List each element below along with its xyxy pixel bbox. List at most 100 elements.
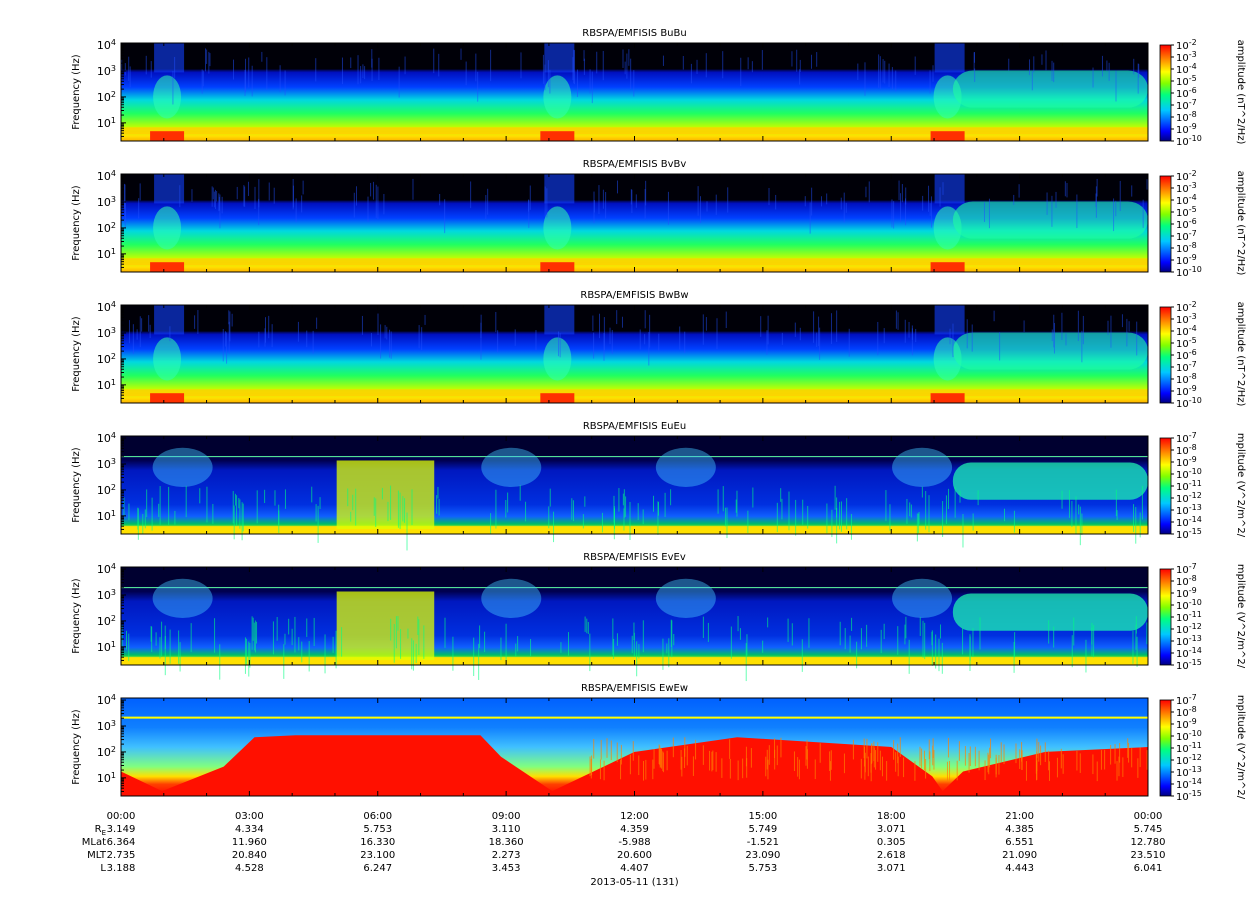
colorbar-tick-label: 10-12 [1176,622,1202,636]
spectrogram-feature [154,174,185,204]
y-tick-label: 103 [97,457,116,471]
ephemeris-value: 12.780 [1131,837,1166,848]
ephemeris-value: 4.385 [1005,824,1034,835]
colorbar-tick-label: 10-14 [1176,646,1202,660]
spectrogram-panel-2: RBSPA/EMFISIS BvBv Frequency (Hz) 101 102 10… [71,159,1246,279]
colorbar-tick-label: 10-14 [1176,515,1202,529]
colorbar-tick-label: 10-9 [1176,384,1197,398]
x-tick-label: 18:00 [877,811,906,822]
colorbar-tick-label: 10-8 [1176,443,1197,457]
ephemeris-value: 2.618 [877,850,906,861]
colorbar-tick-label: 10-7 [1176,431,1197,445]
y-axis-label: Frequency (Hz) [71,185,82,261]
x-tick-label: 12:00 [620,811,649,822]
spectrogram-feature [543,337,572,381]
colorbar-tick-label: 10-5 [1176,205,1197,219]
ephemeris-value: 6.551 [1005,837,1034,848]
ephemeris-value: 6.247 [363,863,392,874]
spectrogram-feature [540,393,575,403]
spectrogram-feature [150,262,185,272]
colorbar-tick-label: 10-5 [1176,336,1197,350]
spectrogram-feature [952,332,1148,370]
colorbar-tick-label: 10-9 [1176,253,1197,267]
ephemeris-value: 16.330 [360,837,395,848]
y-tick-label: 104 [97,431,116,445]
colorbar-label: amplitude (nT^2/Hz) [1235,40,1246,145]
spectrogram-panel-4: RBSPA/EMFISIS EuEu Frequency (Hz) 101 102 10… [71,421,1246,551]
colorbar-tick-label: 10-10 [1176,134,1202,148]
spectrogram-feature [540,262,575,272]
ephemeris-value: 23.510 [1131,850,1166,861]
panel-title: RBSPA/EMFISIS BuBu [582,28,686,39]
colorbar-tick-label: 10-7 [1176,98,1197,112]
colorbar-tick-label: 10-13 [1176,503,1202,517]
colorbar-tick-label: 10-10 [1176,598,1202,612]
colorbar-label: mplitude (V^2/m^2/ [1235,433,1246,538]
colorbar-tick-label: 10-8 [1176,574,1197,588]
colorbar-label: amplitude (nT^2/Hz) [1235,302,1246,407]
ephemeris-label: L [100,863,106,874]
ephemeris-value: 3.188 [107,863,136,874]
ephemeris-value: 3.071 [877,863,906,874]
spectrogram-feature [336,460,435,530]
spectrogram-feature [543,75,572,119]
colorbar-tick-label: 10-10 [1176,467,1202,481]
colorbar-tick-label: 10-13 [1176,634,1202,648]
spectrogram-feature [540,131,575,141]
spectrogram-panel-3: RBSPA/EMFISIS BwBw Frequency (Hz) 101 102 10… [71,290,1246,410]
colorbar-tick-label: 10-10 [1176,396,1202,410]
ephemeris-value: 4.443 [1005,863,1034,874]
spectrogram-feature [930,131,965,141]
ephemeris-value: 4.407 [620,863,649,874]
colorbar-label: mplitude (V^2/m^2/ [1235,564,1246,669]
x-tick-label: 21:00 [1005,811,1034,822]
y-tick-label: 101 [97,116,116,130]
spectrogram-feature [121,389,1148,397]
ephemeris-label: RE [95,824,106,837]
colorbar [1159,44,1172,142]
spectrogram-feature [892,578,953,618]
x-tick-label: 15:00 [748,811,777,822]
colorbar-tick-label: 10-8 [1176,705,1197,719]
spectrogram-feature [150,131,185,141]
y-tick-label: 103 [97,64,116,78]
spectrogram-feature [892,447,953,487]
colorbar-tick-label: 10-10 [1176,265,1202,279]
colorbar-tick-label: 10-8 [1176,241,1197,255]
colorbar-tick-label: 10-9 [1176,717,1197,731]
colorbar-tick-label: 10-8 [1176,372,1197,386]
spectrogram-feature [121,735,1148,796]
x-tick-label: 06:00 [363,811,392,822]
y-tick-label: 101 [97,247,116,261]
y-axis-label: Frequency (Hz) [71,709,82,785]
y-tick-label: 104 [97,38,116,52]
y-tick-label: 103 [97,588,116,602]
y-tick-label: 101 [97,509,116,523]
colorbar [1159,699,1172,797]
ephemeris-value: 3.453 [492,863,521,874]
colorbar-label: amplitude (nT^2/Hz) [1235,171,1246,276]
x-tick-label: 00:00 [1134,811,1163,822]
spectrogram-feature [153,75,182,119]
colorbar-tick-label: 10-4 [1176,324,1197,338]
y-axis-label: Frequency (Hz) [71,54,82,130]
y-tick-label: 101 [97,378,116,392]
panel-title: RBSPA/EMFISIS BvBv [583,159,687,170]
colorbar [1159,437,1172,535]
colorbar-tick-label: 10-2 [1176,169,1197,183]
spectrogram-feature [544,174,575,204]
colorbar [1159,175,1172,273]
colorbar-tick-label: 10-7 [1176,562,1197,576]
spectrogram-feature [153,206,182,250]
y-axis-label: Frequency (Hz) [71,447,82,523]
y-tick-label: 102 [97,221,116,235]
spectrogram-feature [153,337,182,381]
ephemeris-value: 23.090 [745,850,780,861]
date-label: 2013-05-11 (131) [590,877,678,888]
colorbar-tick-label: 10-3 [1176,312,1197,326]
y-tick-label: 101 [97,771,116,785]
x-tick-label: 00:00 [107,811,136,822]
y-tick-label: 102 [97,90,116,104]
colorbar-tick-label: 10-10 [1176,729,1202,743]
